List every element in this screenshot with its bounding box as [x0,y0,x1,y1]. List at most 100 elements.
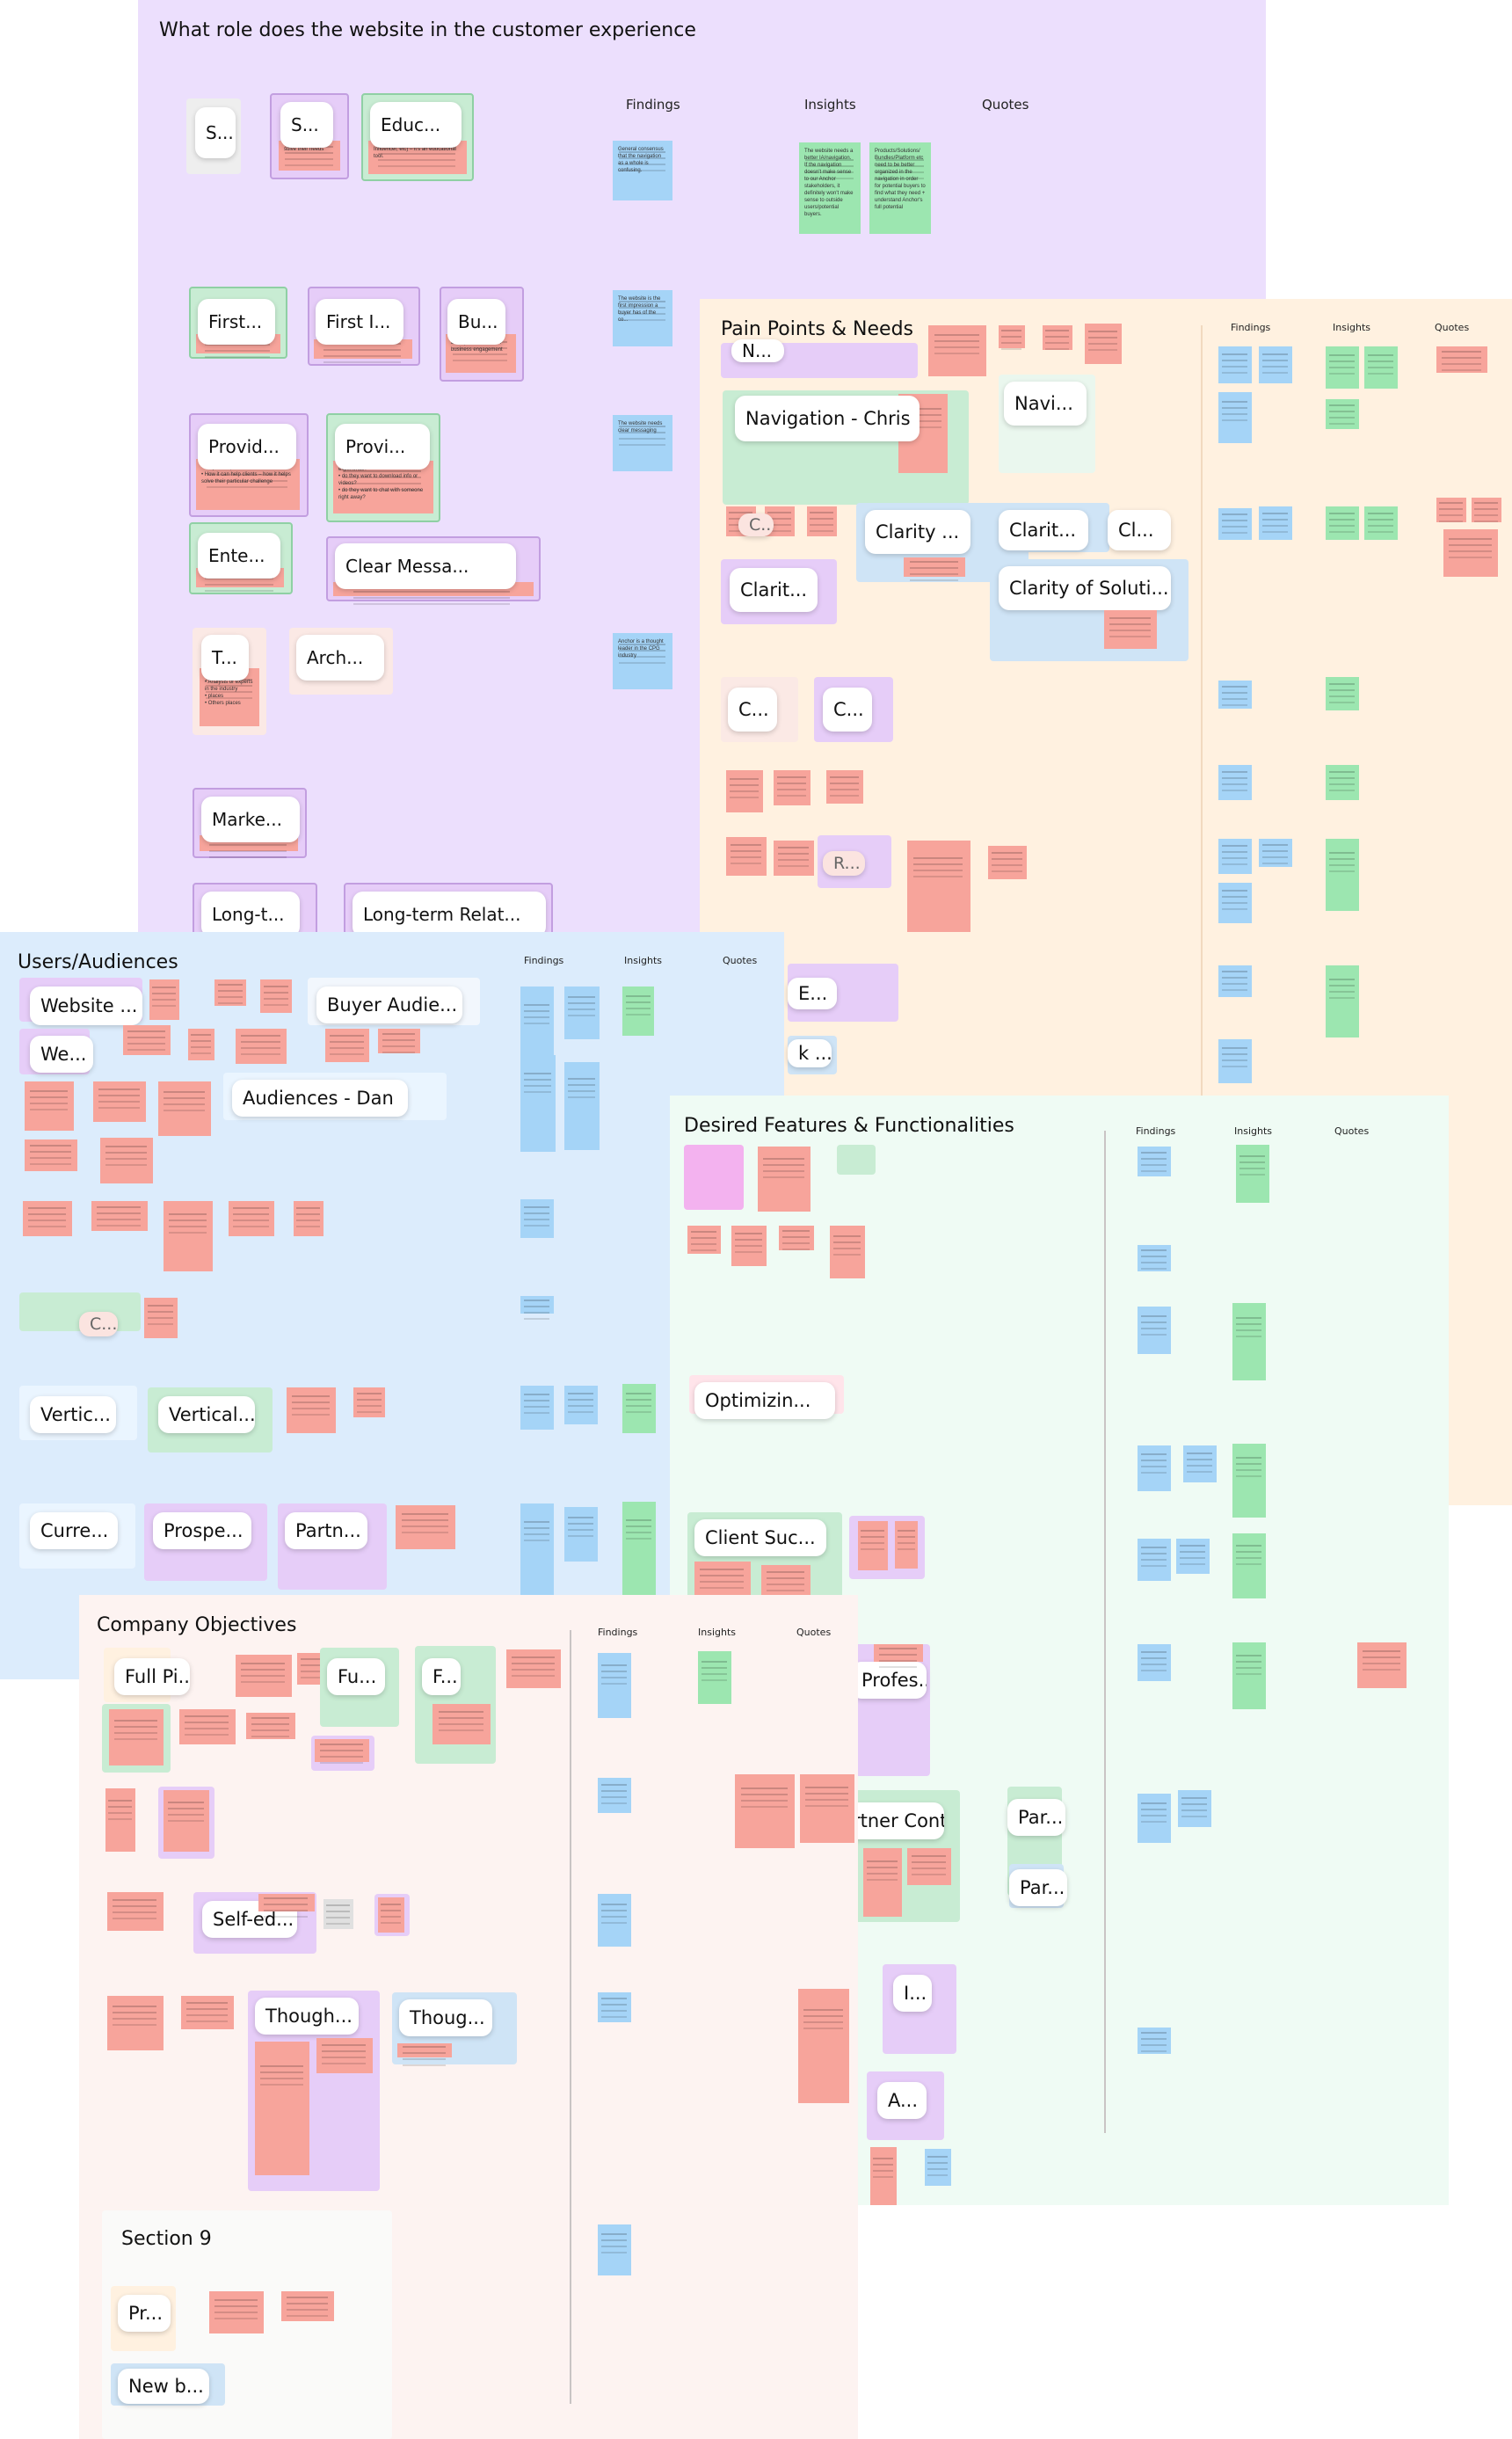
sticky-note[interactable] [1326,399,1359,429]
sticky-note[interactable] [23,1201,72,1236]
cluster-card[interactable]: Vertic... [30,1396,116,1433]
cluster-card[interactable]: Full Pi... [114,1658,190,1695]
sticky-note[interactable] [1232,1642,1266,1709]
cluster-card[interactable]: Partn... [285,1512,367,1549]
sticky-note[interactable] [281,2291,334,2321]
cluster-card[interactable]: A... [877,2082,927,2119]
sticky-note[interactable] [1218,965,1252,997]
sticky-note[interactable] [316,2038,373,2073]
cluster-card[interactable]: S... [280,102,333,148]
sticky-note[interactable] [105,1788,135,1852]
sticky-note[interactable] [93,1081,146,1122]
sticky-note[interactable] [907,1848,951,1885]
sticky-note[interactable] [1138,1147,1171,1176]
cluster-card[interactable]: Educ... [370,102,462,148]
sticky-note[interactable] [1138,1245,1171,1271]
cluster-card[interactable]: Client Suc... [694,1519,826,1556]
sticky-note[interactable] [25,1081,74,1131]
sticky-note[interactable] [164,1790,209,1852]
sticky-note[interactable] [598,1992,631,2022]
cluster-card[interactable]: C... [728,688,777,732]
sticky-note[interactable] [353,1387,385,1417]
sticky-note[interactable] [564,987,600,1039]
sticky-note[interactable] [694,1562,751,1600]
sticky-note[interactable] [1218,1039,1252,1083]
sticky-note[interactable] [598,1653,631,1718]
sticky-note[interactable] [1364,346,1398,389]
sticky-note[interactable] [109,1709,164,1766]
sticky-note[interactable] [1472,498,1501,522]
sticky-note[interactable] [999,325,1025,348]
cluster-card[interactable]: Vertical... [158,1396,255,1433]
sticky-note[interactable] [798,1989,849,2103]
sticky-note[interactable] [520,1055,556,1152]
sticky-note[interactable] [1218,765,1252,800]
section-company-objectives[interactable]: Company Objectives Findings Insights Quo… [79,1595,858,2439]
cluster-card[interactable]: Bu... [447,299,505,345]
sticky-note[interactable] [622,987,654,1036]
sticky-note[interactable] [564,1062,600,1150]
cluster-card[interactable]: Website ... [30,987,142,1025]
sticky-note[interactable] [1138,1644,1171,1681]
sticky-note[interactable] [164,1201,213,1271]
sticky-note[interactable] [397,2043,452,2057]
section-users-audiences[interactable]: Users/Audiences Findings Insights Quotes… [0,932,784,1679]
sticky-note[interactable] [1218,681,1252,709]
sticky-note[interactable] [1326,765,1359,800]
sticky-note[interactable] [100,1138,153,1183]
sticky-note[interactable]: The website needs clear messaging [613,415,672,471]
cluster-card[interactable]: Ente... [198,533,280,579]
sticky-note[interactable] [1138,1307,1171,1354]
cluster-card[interactable]: Clarit... [730,568,818,612]
sticky-note[interactable] [807,506,837,536]
sticky-note[interactable] [598,1894,631,1947]
sticky-note[interactable] [761,1565,811,1600]
sticky-note[interactable] [928,325,986,376]
sticky-note[interactable] [179,1709,236,1744]
sticky-note[interactable] [287,1387,336,1433]
sticky-note[interactable] [731,1226,767,1266]
sticky-note[interactable] [149,979,179,1020]
sticky-note[interactable] [1232,1444,1266,1518]
sticky-note[interactable] [1326,506,1359,540]
sticky-note[interactable] [1259,839,1292,867]
cluster-card[interactable]: Clarity of Soluti... [999,566,1171,610]
sticky-note[interactable] [1232,1303,1266,1380]
cluster-card[interactable]: C... [823,688,872,732]
sticky-note[interactable] [246,1713,295,1739]
cluster-card[interactable]: Par... [1009,1869,1067,1906]
sticky-note[interactable] [107,1892,164,1931]
sticky-note[interactable] [144,1298,178,1338]
sticky-note[interactable] [904,557,965,577]
cluster-card[interactable]: Navigation - Chris [735,396,920,441]
sticky-note[interactable] [520,1296,554,1314]
sticky-note[interactable] [726,770,763,812]
sticky-note[interactable]: Anchor is a thought leader in the CPG in… [613,633,672,689]
sticky-note[interactable] [622,1502,656,1600]
cluster-card[interactable]: Clarit... [999,510,1088,550]
sticky-note[interactable] [1085,324,1122,364]
cluster-card[interactable]: Pr... [118,2295,171,2332]
cluster-card[interactable]: Arch... [296,635,384,681]
sticky-note[interactable] [1357,1642,1407,1688]
sticky-note[interactable]: Products/Solutions/ Bundles/Platform etc… [869,142,931,234]
sticky-note[interactable] [188,1029,214,1060]
cluster-card[interactable]: Provi... [335,424,430,470]
sticky-note[interactable] [1259,346,1292,383]
sticky-note[interactable] [874,1644,923,1662]
cluster-card[interactable]: T... [201,635,249,681]
sticky-note[interactable] [433,1704,491,1744]
cluster-card[interactable]: rtner Cont... [842,1802,944,1839]
sticky-note[interactable] [1138,1794,1171,1843]
sticky-note[interactable] [1183,1445,1217,1482]
sticky-note[interactable]: The website needs a better IA/navigation… [799,142,861,234]
cluster-card[interactable]: We... [30,1036,93,1073]
sticky-note[interactable] [123,1025,171,1055]
sticky-note[interactable] [1218,392,1252,443]
sticky-note[interactable] [520,1199,554,1238]
sticky-note[interactable] [800,1774,854,1843]
cluster-card[interactable]: New b... [118,2369,209,2404]
sticky-note[interactable] [858,1521,888,1570]
sticky-note[interactable] [158,1081,211,1136]
sticky-note[interactable] [1138,1539,1171,1581]
